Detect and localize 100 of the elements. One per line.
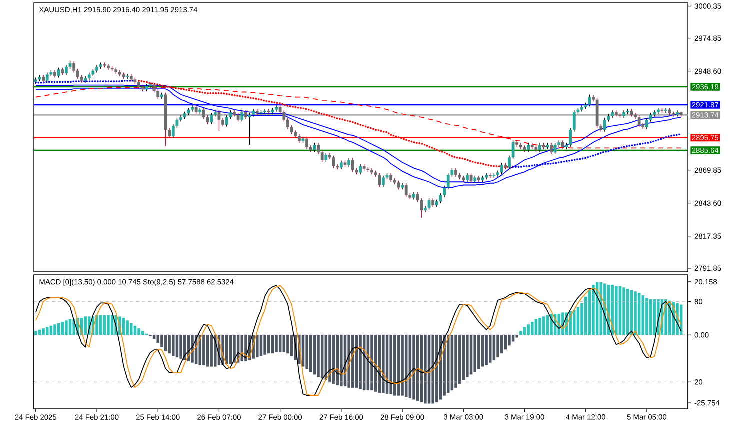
bar [164, 335, 168, 351]
bar [278, 335, 282, 352]
bar [520, 331, 522, 336]
bar [96, 315, 98, 336]
bar [450, 335, 454, 391]
candlestick [404, 183, 408, 198]
bar [260, 335, 263, 356]
bar [531, 322, 534, 336]
bar [458, 335, 462, 384]
bar [496, 335, 500, 358]
bar [46, 327, 49, 336]
bar [290, 335, 294, 356]
bar [436, 335, 438, 402]
bar [264, 335, 266, 355]
bar [352, 335, 354, 388]
bar [615, 286, 618, 336]
bar [592, 285, 595, 336]
candlestick [172, 124, 175, 138]
bar [443, 335, 446, 396]
candlestick [57, 67, 60, 78]
candlestick [72, 61, 76, 74]
candlestick [320, 150, 324, 162]
bar [470, 335, 473, 375]
bar [485, 335, 488, 366]
bar [390, 335, 392, 394]
bar [180, 335, 182, 359]
bar [302, 335, 305, 367]
bar [130, 323, 133, 336]
bar [653, 300, 656, 336]
bar [359, 335, 362, 390]
bar [432, 335, 434, 404]
candlestick [550, 142, 553, 155]
bar [210, 335, 213, 367]
bar [527, 324, 530, 336]
bar [618, 286, 622, 336]
candlestick [225, 115, 228, 128]
candlestick [65, 64, 68, 76]
candlestick [443, 186, 446, 198]
bar [306, 335, 308, 370]
bar [370, 335, 374, 391]
bar [206, 335, 210, 367]
candlestick [500, 162, 504, 175]
candlestick [46, 72, 49, 84]
candlestick [317, 142, 320, 155]
bar [122, 318, 126, 336]
bar [634, 292, 637, 336]
bar [141, 331, 144, 336]
bar [378, 335, 381, 394]
bar [107, 315, 110, 336]
bar [489, 335, 492, 363]
bar [492, 335, 496, 360]
bar [646, 298, 648, 336]
candlestick [554, 142, 557, 155]
bar [542, 316, 546, 336]
candlestick [76, 68, 80, 80]
bar [176, 335, 179, 358]
candlestick [282, 110, 286, 122]
bar [604, 284, 606, 336]
bar [160, 335, 164, 348]
candlestick [359, 164, 362, 175]
candlestick [638, 115, 641, 128]
bar [65, 320, 68, 336]
bar [500, 335, 504, 354]
bar [313, 335, 316, 375]
candlestick [420, 198, 424, 218]
candlestick [240, 110, 244, 122]
candlestick [156, 88, 160, 100]
bar [168, 335, 171, 354]
bar [481, 335, 484, 367]
bar [233, 335, 236, 363]
bar [474, 335, 476, 372]
candlestick [588, 94, 592, 108]
bar [412, 335, 416, 400]
candlestick [446, 172, 450, 190]
bar [516, 335, 518, 338]
bar [275, 335, 278, 352]
bar [573, 310, 576, 336]
candlestick [202, 108, 206, 120]
bar [172, 335, 175, 356]
bar [156, 335, 160, 344]
bar [202, 335, 206, 366]
bar [454, 335, 458, 388]
candlestick [572, 110, 576, 132]
bar [34, 331, 38, 336]
bar [229, 335, 232, 364]
bar [138, 328, 140, 336]
bar [54, 324, 56, 336]
bar [336, 335, 339, 386]
candlestick [382, 175, 385, 188]
bar [523, 327, 526, 336]
bar [462, 335, 466, 380]
candlestick [351, 158, 354, 172]
candlestick [168, 128, 172, 138]
candlestick [306, 136, 309, 150]
bar [271, 335, 274, 354]
bar [340, 335, 343, 387]
candlestick [416, 192, 420, 203]
bar [152, 335, 156, 340]
bar [267, 335, 270, 354]
bar [649, 300, 652, 336]
